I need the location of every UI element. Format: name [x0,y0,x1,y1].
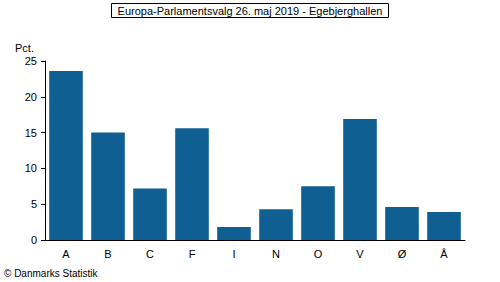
svg-text:Ø: Ø [398,248,407,260]
svg-text:15: 15 [25,127,37,139]
svg-text:V: V [356,248,364,260]
svg-text:0: 0 [31,234,37,246]
svg-text:20: 20 [25,91,37,103]
svg-text:F: F [189,248,196,260]
svg-text:5: 5 [31,198,37,210]
svg-text:© Danmarks Statistik: © Danmarks Statistik [4,268,99,279]
svg-text:Europa-Parlamentsvalg 26. maj: Europa-Parlamentsvalg 26. maj 2019 - Ege… [118,5,383,17]
svg-text:C: C [146,248,154,260]
svg-text:B: B [104,248,111,260]
svg-text:Å: Å [440,248,448,260]
svg-text:I: I [232,248,235,260]
svg-text:A: A [62,248,70,260]
svg-text:Pct.: Pct. [15,42,34,54]
svg-text:25: 25 [25,55,37,67]
svg-text:N: N [272,248,280,260]
svg-text:O: O [314,248,323,260]
svg-text:10: 10 [25,162,37,174]
